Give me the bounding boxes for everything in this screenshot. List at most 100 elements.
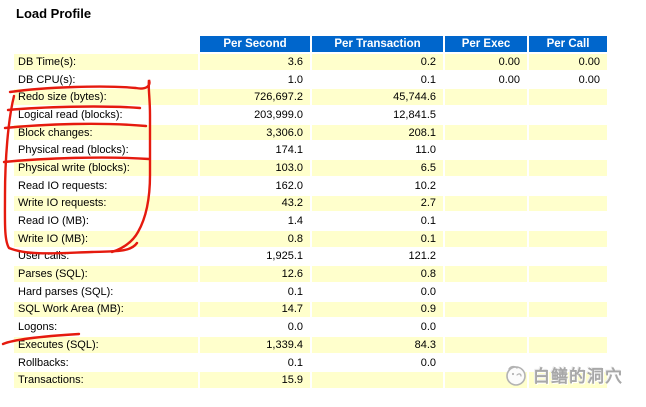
metric-value: 0.8 [200,230,310,247]
metric-label: Physical read (blocks): [14,142,198,159]
column-header-per-second: Per Second [200,36,310,52]
metric-value [445,354,527,371]
metric-value: 2.7 [312,195,443,212]
metric-value: 1,925.1 [200,248,310,265]
metric-label: Logons: [14,319,198,335]
metric-value: 0.0 [312,283,443,300]
metric-value: 0.0 [200,319,310,335]
metric-value: 0.1 [312,230,443,247]
metric-value: 3,306.0 [200,124,310,141]
metric-label: Logical read (blocks): [14,107,198,123]
metric-value [529,283,607,300]
metric-label: Block changes: [14,124,198,141]
metric-value [529,177,607,194]
metric-label: Physical write (blocks): [14,160,198,176]
metric-value [445,124,527,141]
metric-value: 1.4 [200,213,310,229]
column-header-per-exec: Per Exec [445,36,527,52]
table-row: Rollbacks: 0.1 0.0 [14,354,607,371]
metric-value: 43.2 [200,195,310,212]
metric-value [445,301,527,318]
metric-value: 0.00 [445,71,527,88]
table-row: Write IO requests: 43.2 2.7 [14,195,607,212]
table-row: Read IO requests: 162.0 10.2 [14,177,607,194]
metric-label: Read IO requests: [14,177,198,194]
table-row: Write IO (MB): 0.8 0.1 [14,230,607,247]
watermark-text: 白鳝的洞穴 [533,367,623,386]
metric-value: 0.9 [312,301,443,318]
metric-label: Write IO requests: [14,195,198,212]
column-header-per-transaction: Per Transaction [312,36,443,52]
metric-value [445,213,527,229]
metric-value [529,89,607,106]
metric-value: 84.3 [312,337,443,353]
metric-value [445,142,527,159]
table-row: Executes (SQL): 1,339.4 84.3 [14,337,607,353]
metric-value: 0.00 [529,71,607,88]
metric-value: 15.9 [200,372,310,389]
metric-value: 0.1 [312,71,443,88]
load-profile-table: Per Second Per Transaction Per Exec Per Cal… [12,34,609,390]
metric-label: Transactions: [14,372,198,389]
metric-value [529,248,607,265]
metric-label: Redo size (bytes): [14,89,198,106]
metric-value [445,266,527,282]
metric-value: 174.1 [200,142,310,159]
metric-value: 0.1 [312,213,443,229]
table-header-row: Per Second Per Transaction Per Exec Per Cal… [14,36,607,52]
metric-label: Write IO (MB): [14,230,198,247]
table-row: Physical write (blocks): 103.0 6.5 [14,160,607,176]
metric-value: 12,841.5 [312,107,443,123]
metric-value: 0.0 [312,319,443,335]
metric-value [445,337,527,353]
metric-value: 0.2 [312,54,443,70]
metric-value: 0.1 [200,283,310,300]
metric-label: Rollbacks: [14,354,198,371]
metric-value: 45,744.6 [312,89,443,106]
table-row: Redo size (bytes): 726,697.2 45,744.6 [14,89,607,106]
metric-value [529,213,607,229]
metric-value [529,372,607,389]
metric-value [529,195,607,212]
header-corner-cell [14,36,198,52]
metric-value [529,230,607,247]
metric-value: 1,339.4 [200,337,310,353]
metric-value [529,142,607,159]
column-header-per-call: Per Call [529,36,607,52]
metric-value: 0.00 [445,54,527,70]
table-row: Hard parses (SQL): 0.1 0.0 [14,283,607,300]
metric-value [529,337,607,353]
table-row: Parses (SQL): 12.6 0.8 [14,266,607,282]
metric-value [445,283,527,300]
watermark-logo-icon [506,365,526,386]
metric-value [445,89,527,106]
metric-value: 0.1 [200,354,310,371]
metric-value: 121.2 [312,248,443,265]
metric-label: DB Time(s): [14,54,198,70]
watermark: 白鳝的洞穴 [504,362,623,387]
metric-value [529,319,607,335]
table-row: SQL Work Area (MB): 14.7 0.9 [14,301,607,318]
metric-value: 3.6 [200,54,310,70]
metric-value [445,319,527,335]
metric-label: SQL Work Area (MB): [14,301,198,318]
metric-value: 103.0 [200,160,310,176]
metric-value: 208.1 [312,124,443,141]
metric-value: 1.0 [200,71,310,88]
metric-value [529,301,607,318]
metric-label: User calls: [14,248,198,265]
table-row: Transactions: 15.9 [14,372,607,389]
page-title: Load Profile [16,6,92,21]
metric-value [445,107,527,123]
metric-label: Parses (SQL): [14,266,198,282]
metric-value: 14.7 [200,301,310,318]
table-row: Read IO (MB): 1.4 0.1 [14,213,607,229]
metric-label: Executes (SQL): [14,337,198,353]
metric-label: Read IO (MB): [14,213,198,229]
metric-label: DB CPU(s): [14,71,198,88]
metric-value: 11.0 [312,142,443,159]
metric-value: 6.5 [312,160,443,176]
metric-value: 203,999.0 [200,107,310,123]
metric-value: 0.0 [312,354,443,371]
metric-value: 10.2 [312,177,443,194]
